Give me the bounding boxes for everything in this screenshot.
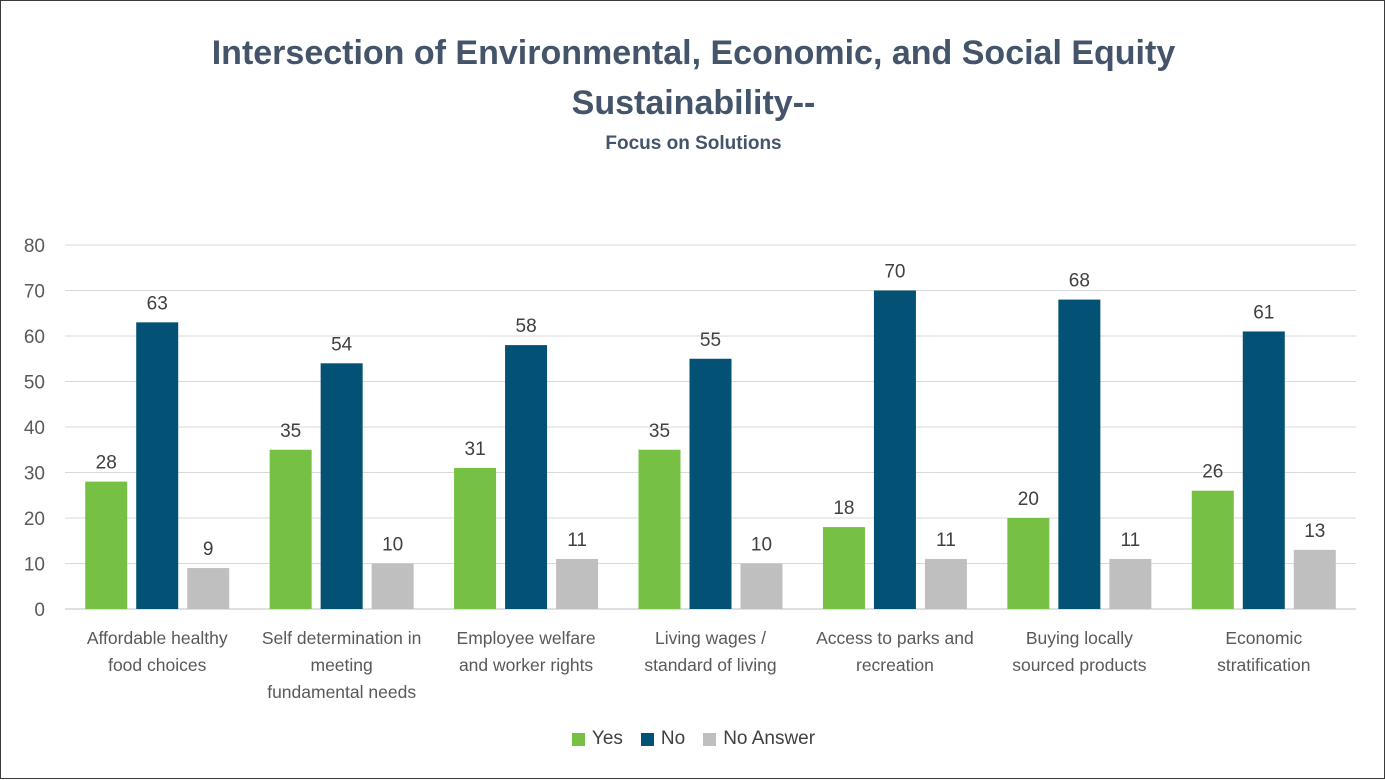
legend-item-no-answer: No Answer xyxy=(703,728,815,750)
y-tick-label: 60 xyxy=(24,327,45,348)
data-label: 11 xyxy=(1120,530,1140,551)
x-tick-label: food choices xyxy=(108,655,207,675)
legend-swatch-no-answer xyxy=(703,732,717,746)
data-label: 54 xyxy=(331,334,353,355)
x-tick-label: sourced products xyxy=(1012,655,1146,675)
x-tick-label: Employee welfare xyxy=(457,628,596,648)
y-tick-label: 0 xyxy=(34,600,45,621)
x-tick-label: Affordable healthy xyxy=(87,628,228,648)
bar xyxy=(873,290,916,609)
bar xyxy=(556,558,599,609)
legend-swatch-yes xyxy=(571,732,585,746)
legend: Yes No No Answer xyxy=(1,728,1385,750)
data-label: 13 xyxy=(1304,521,1325,542)
data-label: 63 xyxy=(147,293,168,314)
bar xyxy=(505,345,548,609)
x-tick-label: stratification xyxy=(1217,655,1310,675)
x-tick-label: fundamental needs xyxy=(267,682,416,702)
legend-label-no: No xyxy=(660,728,686,749)
legend-item-yes: Yes xyxy=(571,728,623,750)
chart-title-line2: Sustainability-- xyxy=(571,84,816,122)
data-label: 10 xyxy=(382,535,403,556)
data-label: 35 xyxy=(280,421,301,442)
bar xyxy=(269,449,312,609)
bar xyxy=(320,363,363,609)
legend-swatch-no xyxy=(640,732,654,746)
y-tick-label: 50 xyxy=(24,373,45,394)
x-tick-label: standard of living xyxy=(644,655,776,675)
bar xyxy=(1109,558,1152,609)
legend-item-no: No xyxy=(640,728,686,750)
legend-label-no-answer: No Answer xyxy=(723,728,816,749)
x-tick-label: meeting xyxy=(311,655,373,675)
chart-title-line1: Intersection of Environmental, Economic,… xyxy=(211,34,1176,72)
bar xyxy=(1007,518,1050,609)
data-label: 11 xyxy=(936,530,956,551)
bar xyxy=(1242,331,1285,609)
data-label: 58 xyxy=(516,316,537,337)
y-tick-label: 40 xyxy=(24,418,45,439)
x-tick-label: recreation xyxy=(856,655,934,675)
bar xyxy=(740,563,783,609)
data-label: 31 xyxy=(465,439,486,460)
data-label: 9 xyxy=(203,539,214,560)
bar xyxy=(1058,299,1101,609)
data-label: 11 xyxy=(567,530,587,551)
data-label: 26 xyxy=(1202,462,1223,483)
x-tick-label: and worker rights xyxy=(459,655,593,675)
bar xyxy=(85,481,128,609)
data-label: 20 xyxy=(1018,489,1039,510)
bar xyxy=(454,467,497,609)
data-label: 35 xyxy=(649,421,670,442)
x-tick-label: Access to parks and xyxy=(816,628,974,648)
data-label: 10 xyxy=(751,535,772,556)
x-tick-label: Self determination in xyxy=(262,628,422,648)
data-label: 28 xyxy=(96,453,117,474)
bar xyxy=(924,558,967,609)
data-label: 70 xyxy=(884,262,905,283)
bar xyxy=(136,322,179,609)
bar xyxy=(1191,490,1234,609)
y-tick-label: 30 xyxy=(24,464,45,485)
bar xyxy=(822,527,865,609)
x-tick-label: Economic xyxy=(1225,628,1302,648)
data-label: 18 xyxy=(833,498,854,519)
y-tick-label: 20 xyxy=(24,509,45,530)
data-label: 61 xyxy=(1253,302,1274,323)
y-tick-label: 80 xyxy=(24,236,45,257)
x-tick-label: Buying locally xyxy=(1026,628,1133,648)
x-tick-label: Living wages / xyxy=(655,628,766,648)
bar xyxy=(689,358,732,609)
bar xyxy=(371,563,414,609)
bar xyxy=(187,568,230,609)
y-tick-label: 70 xyxy=(24,282,45,303)
data-label: 55 xyxy=(700,330,721,351)
chart-subtitle: Focus on Solutions xyxy=(605,133,782,154)
data-label: 68 xyxy=(1069,271,1090,292)
bar xyxy=(638,449,681,609)
bar xyxy=(1293,549,1336,609)
y-tick-label: 10 xyxy=(24,555,45,576)
legend-label-yes: Yes xyxy=(591,728,623,749)
